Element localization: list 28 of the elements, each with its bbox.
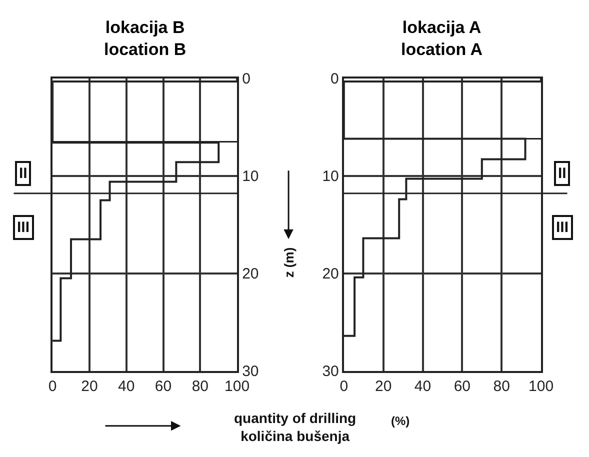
y-axis-title: z (m) [281, 247, 296, 278]
x-tick-label: 20 [374, 378, 392, 395]
x-tick-label: 60 [154, 378, 172, 395]
x-tick-label: 80 [192, 378, 209, 395]
x-tick-label: 0 [48, 378, 57, 395]
x-tick-label: 100 [224, 378, 250, 395]
text: II [19, 165, 28, 182]
text: II [558, 165, 566, 182]
y-tick-label: 30 [322, 363, 339, 380]
y-tick-label: 0 [242, 70, 250, 88]
x-tick-label: 20 [81, 378, 98, 395]
y-tick-label: 30 [242, 363, 259, 380]
x-tick-label: 100 [528, 378, 554, 395]
text: (%) [391, 414, 410, 428]
x-tick-label: 80 [493, 378, 510, 395]
x-axis-title: quantity of drilling količina bušenja [234, 410, 356, 444]
x-tick-label: 40 [414, 378, 432, 395]
text: III [17, 219, 30, 236]
y-tick-label: 20 [322, 266, 339, 283]
chart-title: lokacija B location B [104, 18, 186, 60]
y-tick-label: 10 [242, 168, 259, 186]
y-tick-label: 10 [322, 168, 339, 186]
chart-title: lokacija A location A [401, 18, 483, 60]
y-tick-label: 20 [242, 266, 259, 283]
x-tick-label: 40 [118, 378, 135, 395]
text: III [556, 219, 569, 236]
y-tick-label: 0 [330, 70, 339, 88]
x-tick-label: 60 [454, 378, 471, 395]
